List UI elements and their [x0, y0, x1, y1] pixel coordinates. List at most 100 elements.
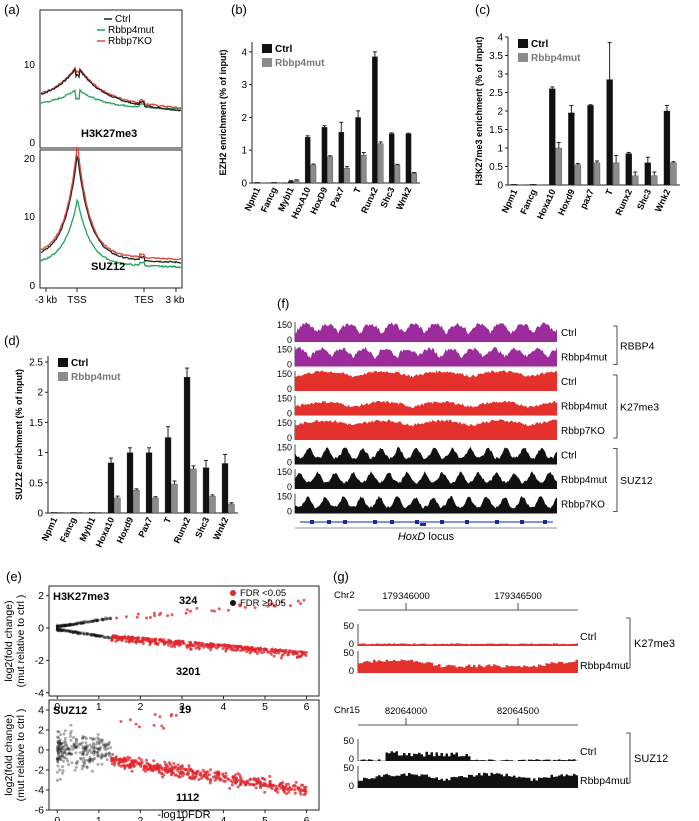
point-significant: [130, 769, 134, 773]
track-signal-black: [295, 471, 557, 489]
point-nonsignificant: [101, 753, 105, 757]
point-nonsignificant: [69, 738, 73, 742]
point-nonsignificant: [68, 622, 72, 626]
track-signal: [358, 751, 578, 761]
point-nonsignificant: [75, 630, 79, 634]
point-significant: [274, 784, 278, 788]
point-significant: [162, 643, 166, 646]
point-nonsignificant: [68, 747, 72, 751]
track-signal-purple: [295, 346, 557, 367]
point-significant: [221, 647, 225, 651]
point-significant: [156, 762, 160, 766]
point-nonsignificant: [63, 624, 67, 628]
x-tick-label: 5: [262, 815, 268, 821]
x-tick-label: 4: [221, 815, 227, 821]
point-significant: [197, 647, 201, 651]
point-nonsignificant: [96, 618, 99, 622]
point-nonsignificant: [71, 630, 75, 633]
bar-ctrl-t: [355, 117, 361, 184]
point-nonsignificant: [93, 634, 97, 638]
point-significant: [249, 649, 253, 653]
bar-ctrl-npm1: [510, 184, 518, 186]
point-nonsignificant: [61, 623, 65, 627]
point-nonsignificant: [56, 749, 60, 753]
point-nonsignificant: [62, 755, 66, 759]
panel-label-f: (f): [277, 296, 289, 311]
point-nonsignificant: [92, 751, 95, 754]
point-nonsignificant: [58, 744, 62, 748]
point-significant: [293, 788, 297, 792]
point-significant: [268, 774, 272, 778]
point-nonsignificant: [58, 628, 62, 632]
point-nonsignificant: [60, 771, 64, 775]
point-significant: [186, 772, 190, 776]
point-nonsignificant: [60, 747, 64, 751]
locus-gene: HoxD: [398, 531, 426, 543]
legend-swatch-ctrl: [58, 358, 68, 367]
y-tick-label: 4: [497, 33, 503, 44]
y-tick-label: 3: [497, 70, 503, 81]
point-nonsignificant: [88, 756, 92, 759]
point-nonsignificant: [58, 628, 62, 632]
point-nonsignificant: [69, 629, 73, 633]
point-significant: [188, 775, 192, 779]
point-nonsignificant: [85, 745, 89, 749]
track-max-label: 150: [277, 443, 292, 453]
point-significant: [273, 604, 277, 608]
y-tick-label: 2: [38, 725, 44, 737]
count-down: 3201: [176, 666, 200, 678]
point-nonsignificant: [59, 733, 63, 737]
point-nonsignificant: [56, 764, 60, 768]
point-nonsignificant: [93, 757, 97, 760]
point-significant: [268, 780, 272, 784]
track-min-label: 0: [349, 666, 354, 677]
point-nonsignificant: [56, 757, 60, 761]
point-significant: [209, 768, 213, 772]
legend-rbbp7ko: Rbbp7KO: [108, 36, 152, 47]
point-significant: [304, 654, 308, 657]
point-significant: [138, 640, 142, 644]
point-significant: [186, 770, 190, 774]
point-nonsignificant: [100, 617, 104, 621]
point-nonsignificant: [84, 748, 88, 752]
track-max-label: 150: [277, 467, 292, 477]
legend-rbbp4mut: Rbbp4mut: [71, 372, 121, 383]
point-significant: [275, 651, 279, 655]
point-nonsignificant: [83, 746, 87, 750]
locus-suffix: locus: [425, 531, 454, 543]
x-tick-label: 6: [304, 701, 310, 713]
point-nonsignificant: [74, 622, 78, 626]
y-tick-label: 2.5: [489, 88, 503, 99]
point-nonsignificant: [57, 625, 61, 629]
point-nonsignificant: [90, 769, 94, 773]
point-significant: [277, 784, 281, 788]
point-significant: [269, 782, 273, 786]
bar-mut-shc3: [651, 175, 658, 186]
track-signal-red: [295, 419, 557, 440]
point-nonsignificant: [92, 745, 96, 749]
point-nonsignificant: [56, 624, 60, 628]
point-nonsignificant: [95, 619, 99, 623]
point-significant: [197, 641, 201, 645]
point-nonsignificant: [93, 633, 96, 637]
point-nonsignificant: [60, 741, 64, 745]
point-nonsignificant: [97, 634, 101, 638]
point-nonsignificant: [63, 624, 67, 628]
point-nonsignificant: [76, 631, 80, 635]
point-nonsignificant: [84, 741, 88, 745]
point-nonsignificant: [64, 629, 68, 633]
bar-mut-hoxa10: [114, 497, 121, 514]
point-nonsignificant: [88, 736, 92, 740]
point-significant: [115, 616, 119, 620]
point-nonsignificant: [75, 622, 79, 626]
point-significant: [194, 646, 198, 650]
bar-mut-fancg: [277, 182, 283, 184]
point-significant: [171, 643, 175, 647]
bar-mut-fancg: [76, 512, 83, 514]
point-nonsignificant: [76, 745, 80, 749]
point-nonsignificant: [56, 746, 60, 750]
point-nonsignificant: [77, 631, 81, 635]
gene-exon: [520, 520, 524, 524]
x-tick-label: 3: [179, 815, 185, 821]
a-top-label: H3K27me3: [81, 128, 137, 140]
